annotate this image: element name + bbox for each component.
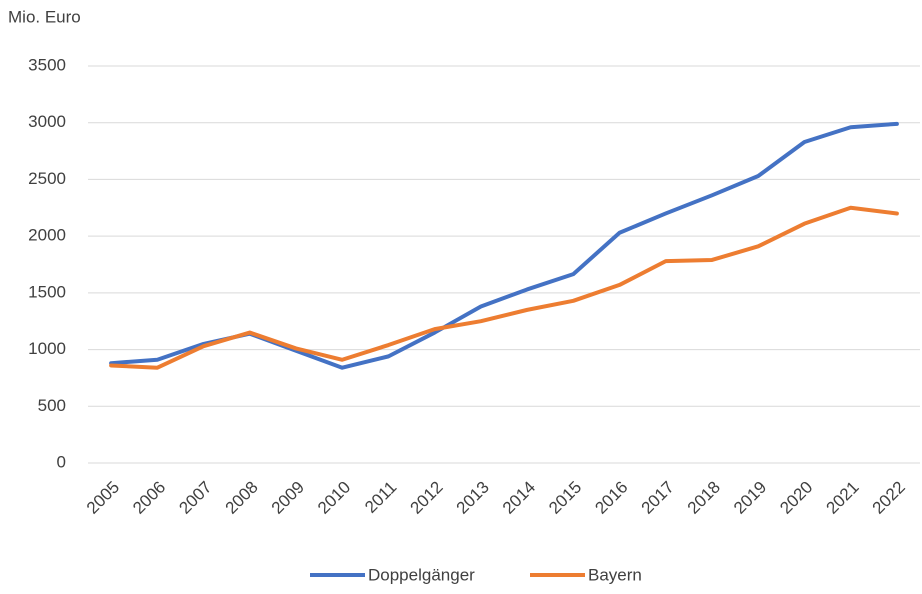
series-line: [109, 121, 899, 370]
x-tick-label: 2011: [361, 478, 400, 517]
x-tick-label: 2016: [591, 478, 631, 518]
x-tick-label: 2017: [638, 478, 678, 518]
legend-label: Bayern: [588, 565, 642, 584]
series-line: [109, 205, 899, 370]
x-tick-label: 2007: [175, 478, 215, 518]
chart-title: Mio. Euro: [8, 7, 81, 26]
y-tick-label: 500: [38, 396, 66, 415]
x-tick-label: 2010: [314, 478, 354, 518]
y-tick-label: 3000: [28, 112, 66, 131]
y-tick-label: 1500: [28, 282, 66, 301]
y-tick-label: 3500: [28, 55, 66, 74]
legend-label: Doppelgänger: [368, 565, 475, 584]
y-tick-label: 2500: [28, 169, 66, 188]
x-tick-label: 2020: [776, 478, 816, 518]
x-tick-label: 2014: [499, 478, 539, 518]
x-tick-label: 2005: [83, 478, 123, 518]
y-tick-label: 1000: [28, 339, 66, 358]
x-tick-label: 2015: [545, 478, 585, 518]
x-tick-label: 2008: [222, 478, 262, 518]
x-tick-label: 2009: [268, 478, 308, 518]
x-tick-label: 2006: [129, 478, 169, 518]
x-tick-label: 2022: [869, 478, 909, 518]
x-tick-label: 2012: [406, 478, 446, 518]
x-tick-label: 2013: [453, 478, 493, 518]
x-tick-label: 2019: [730, 478, 770, 518]
y-tick-label: 0: [57, 452, 66, 471]
x-tick-label: 2018: [684, 478, 724, 518]
y-tick-label: 2000: [28, 226, 66, 245]
x-tick-label: 2021: [822, 478, 862, 518]
